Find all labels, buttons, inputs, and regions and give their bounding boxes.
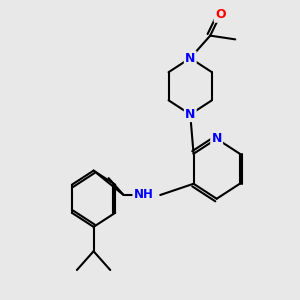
Text: N: N [212,132,222,145]
Text: O: O [215,8,226,22]
Text: N: N [185,108,195,121]
Text: N: N [185,52,195,64]
Text: NH: NH [134,188,154,202]
